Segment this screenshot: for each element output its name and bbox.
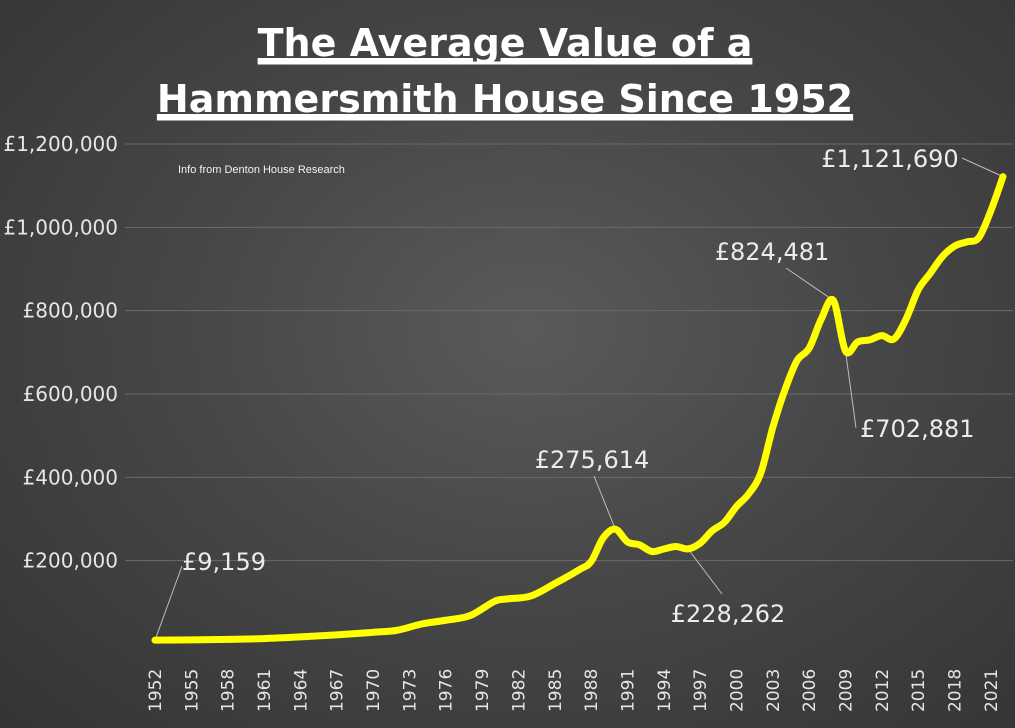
callout-leader [154,565,183,641]
callouts: £9,159 £275,614 £228,262 £824,481 £702,881 £1… [182,145,975,628]
data-label: £275,614 [535,446,650,474]
chart-title-line-2: Hammersmith House Since 1952 [157,77,853,121]
x-tick-label: 1967 [328,669,348,712]
x-tick-label: 1958 [219,669,239,712]
y-tick-label: £800,000 [23,299,118,323]
y-tick-label: £1,200,000 [3,132,118,156]
y-tick-label: £400,000 [23,465,118,489]
series-line [151,173,1007,644]
x-tick-label: 2003 [764,669,784,712]
data-label: £228,262 [671,600,786,628]
x-tick-label: 1979 [473,669,493,712]
y-tick-label: £200,000 [23,549,118,573]
x-tick-label: 1997 [691,669,711,712]
x-tick-label: 1952 [146,669,166,712]
x-tick-label: 2006 [800,669,820,712]
callout-leader [845,351,857,429]
data-label: £702,881 [860,415,975,443]
x-tick-label: 2000 [727,669,747,712]
x-tick-label: 2021 [982,669,1002,712]
chart-title-line-1: The Average Value of a [258,21,753,65]
y-tick-label: £600,000 [23,382,118,406]
x-tick-label: 2009 [837,669,857,712]
data-label: £9,159 [182,548,266,576]
x-tick-label: 1955 [182,669,202,712]
x-tick-label: 1961 [255,669,275,712]
x-tick-label: 2018 [946,669,966,712]
callout-leaders [154,157,1004,641]
x-tick-label: 2015 [909,669,929,712]
x-tick-label: 1964 [291,669,311,712]
data-label: £1,121,690 [821,145,958,173]
callout-leader [687,548,723,595]
x-tick-label: 1985 [546,669,566,712]
data-label: £824,481 [715,238,830,266]
x-tick-label: 1988 [582,669,602,712]
chart-subtitle: Info from Denton House Research [178,164,345,176]
callout-leader [593,475,616,530]
y-tick-label: £1,000,000 [3,215,118,239]
callout-leader [961,157,1004,178]
x-axis-labels: 1952 1955 1958 1961 1964 1967 1970 1973 1976 1979… [146,669,1002,712]
x-tick-label: 1982 [509,669,529,712]
x-tick-label: 2012 [873,669,893,712]
x-tick-label: 1991 [618,669,638,712]
y-axis-labels: £200,000 £400,000 £600,000 £800,000 £1,000,0… [3,132,118,573]
x-tick-label: 1976 [437,669,457,712]
grid-lines [125,143,1013,562]
x-tick-label: 1994 [655,669,675,712]
x-tick-label: 1973 [400,669,420,712]
callout-leader [785,267,834,301]
x-tick-label: 1970 [364,669,384,712]
